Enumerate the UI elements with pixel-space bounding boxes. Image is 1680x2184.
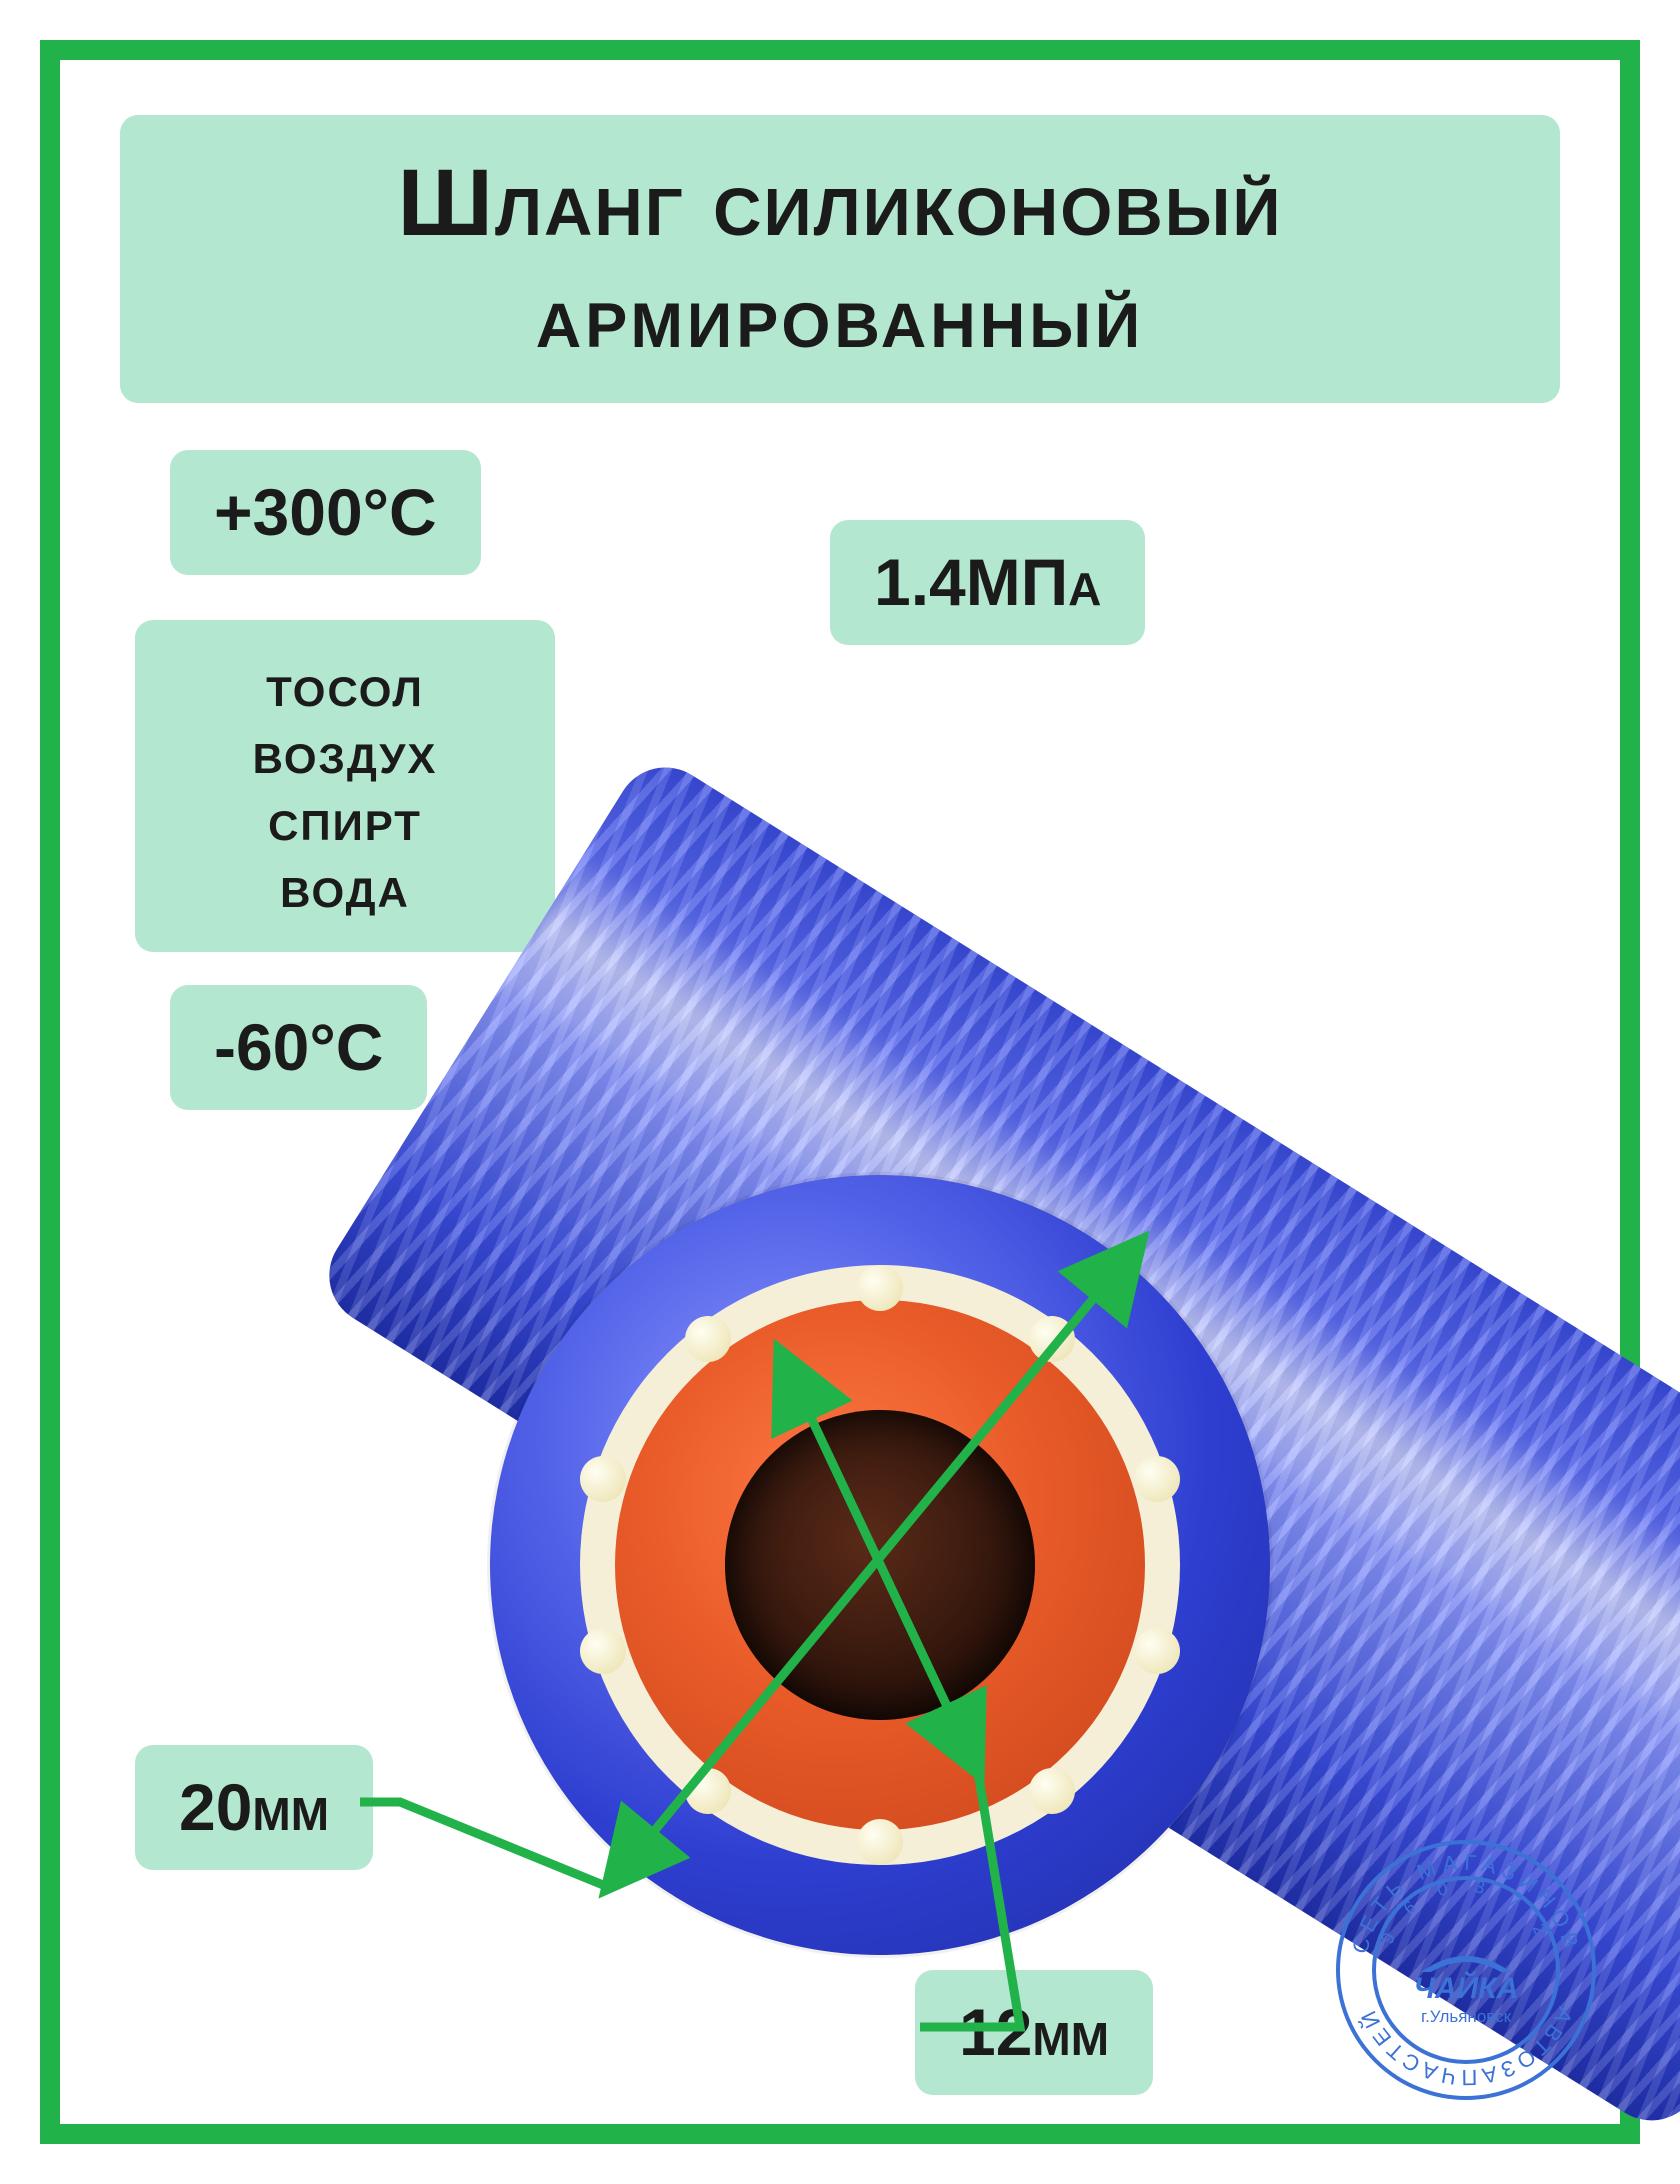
hose-cross-section	[490, 1175, 1270, 1955]
title-badge: Шланг силиконовый армированный	[120, 115, 1560, 403]
badge-pressure: 1.4МПа	[830, 520, 1145, 645]
brand-stamp: СЕТЬ МАГАЗИНОВ АВТОЗАПЧАСТЕЙ 9 6 0 3 7 2…	[1326, 1830, 1606, 2110]
badge-inner-diameter: 12мм	[915, 1970, 1153, 2095]
fluid-1: тосол	[175, 654, 515, 717]
badge-outer-diameter: 20мм	[135, 1745, 373, 1870]
infographic-frame: Шланг силиконовый армированный +300°C 1.…	[40, 40, 1640, 2144]
fluid-4: вода	[175, 855, 515, 918]
badge-temp-low: -60°C	[170, 985, 427, 1110]
title-line-1: Шланг силиконовый	[180, 149, 1500, 258]
stamp-city: г.Ульяновск	[1421, 2007, 1512, 2026]
badge-fluids: тосол воздух спирт вода	[135, 620, 555, 952]
fluid-2: воздух	[175, 721, 515, 784]
reinforcement-dots	[490, 1175, 1270, 1955]
title-line-2: армированный	[180, 266, 1500, 369]
badge-temp-high: +300°C	[170, 450, 481, 575]
stamp-brand: ЧАЙКА	[1414, 1970, 1519, 2005]
fluid-3: спирт	[175, 788, 515, 851]
